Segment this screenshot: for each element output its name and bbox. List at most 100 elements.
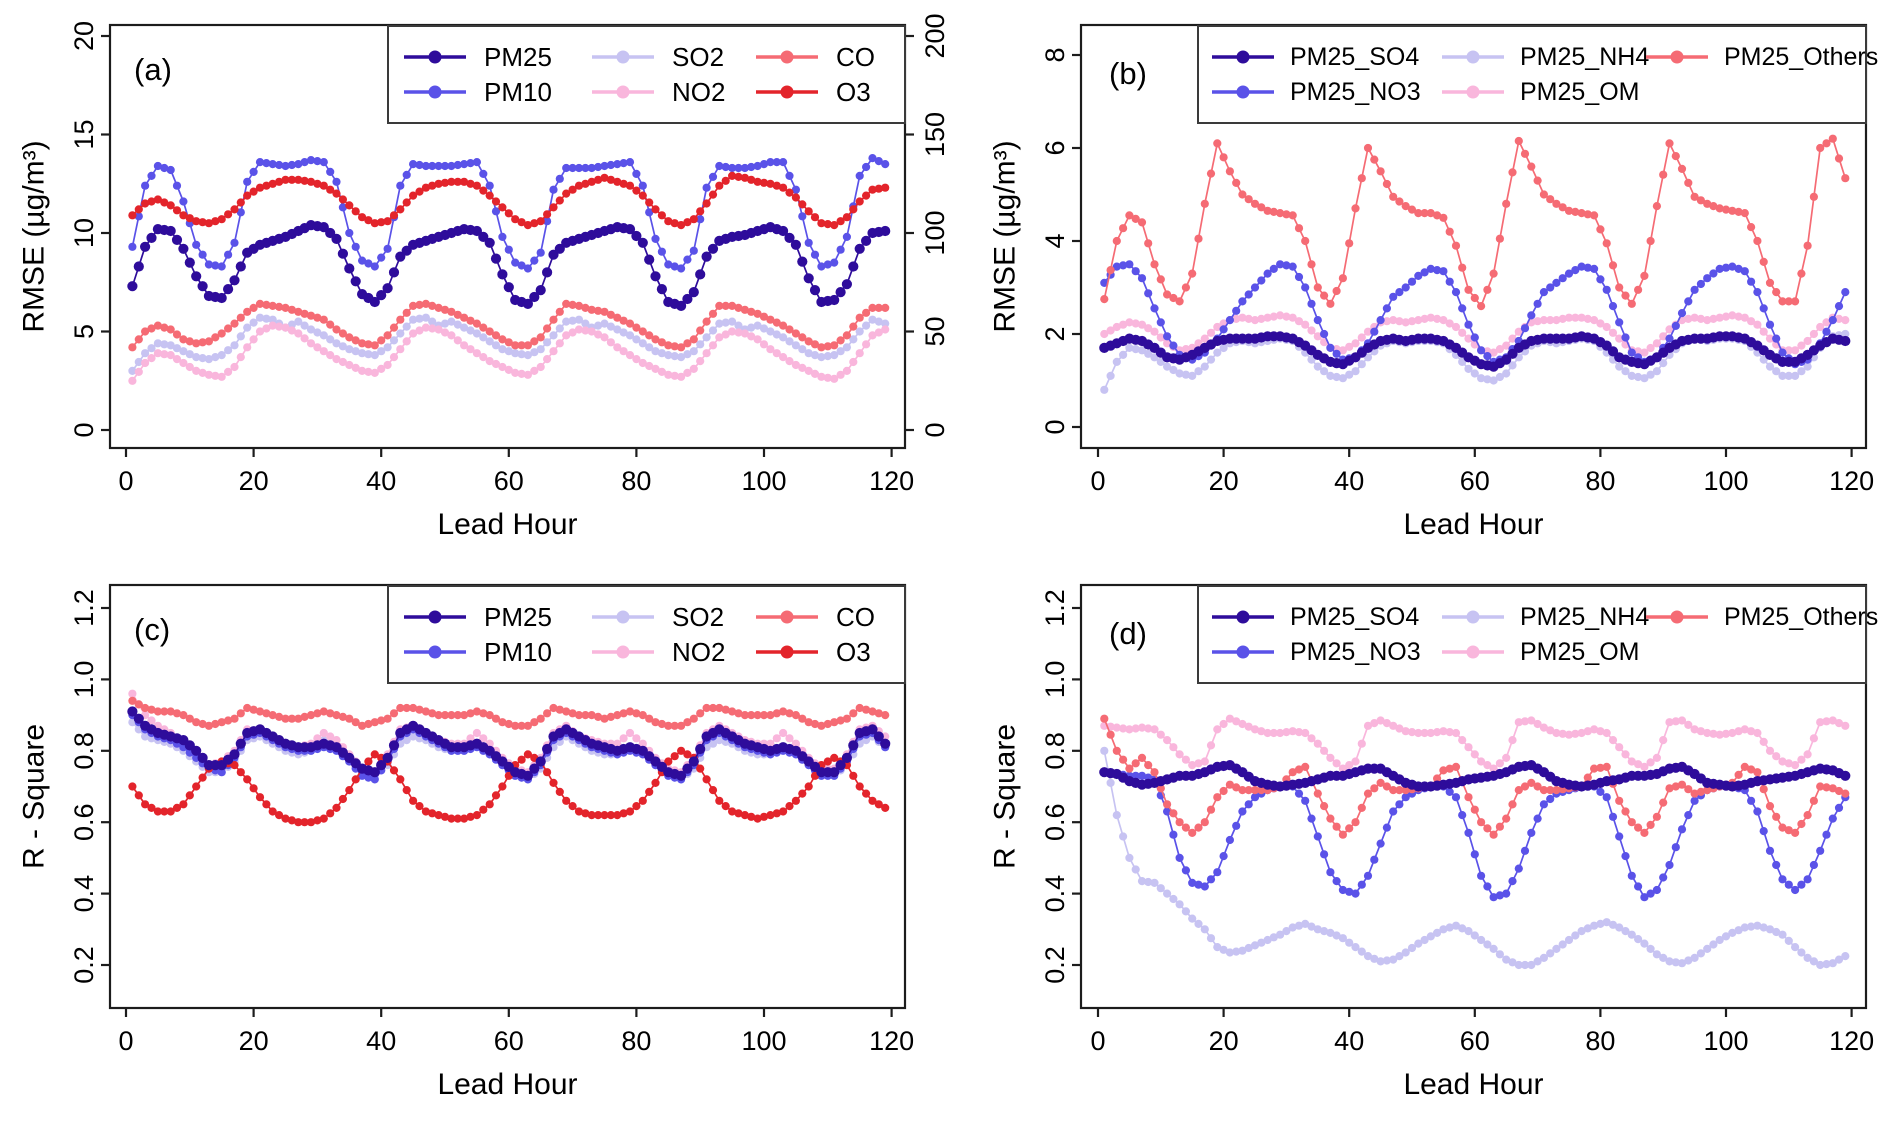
legend-marker xyxy=(1670,50,1684,64)
y-tick-label: 6 xyxy=(1040,140,1070,155)
legend-marker xyxy=(616,610,630,624)
series-PM10 xyxy=(128,154,890,273)
x-tick-label: 40 xyxy=(366,1026,396,1056)
legend: PM25_SO4 PM25_NO3 PM25_NH4 PM25_OM PM25_Othe… xyxy=(1197,585,1878,684)
series-line xyxy=(1103,137,1847,308)
legend-label: PM25_NH4 xyxy=(1520,43,1649,71)
legend-marker xyxy=(428,610,442,624)
y-tick-label: 2 xyxy=(1040,326,1070,341)
y-tick-label: 0 xyxy=(1040,419,1070,434)
x-tick-label: 20 xyxy=(1209,466,1239,496)
legend-label: NO2 xyxy=(672,77,725,107)
series-O3 xyxy=(128,746,890,827)
x-tick-label: 0 xyxy=(118,466,133,496)
series-PM25_NH4 xyxy=(1100,746,1850,970)
x-tick-label: 120 xyxy=(869,466,914,496)
legend-marker xyxy=(1466,50,1480,64)
legend-box xyxy=(387,585,906,684)
x-tick-label: 100 xyxy=(1703,1026,1748,1056)
legend-marker xyxy=(428,85,442,99)
x-tick-label: 20 xyxy=(239,1026,269,1056)
legend-label: PM25_SO4 xyxy=(1290,43,1419,71)
series-SO2 xyxy=(128,313,890,375)
y-tick-label: 0.2 xyxy=(1040,946,1070,984)
y-tick-label: 8 xyxy=(1040,47,1070,62)
x-tick-label: 60 xyxy=(1460,1026,1490,1056)
y-tick-label: 0.6 xyxy=(69,803,99,841)
x-axis-title: Lead Hour xyxy=(437,508,577,541)
x-axis-title: Lead Hour xyxy=(1403,508,1543,541)
y-tick-label: 0.2 xyxy=(69,946,99,984)
legend-marker xyxy=(780,645,794,659)
x-tick-label: 80 xyxy=(621,1026,651,1056)
y-tick-label: 1.0 xyxy=(69,661,99,699)
x-tick-label: 80 xyxy=(1585,1026,1615,1056)
panel-tag: (d) xyxy=(1109,616,1147,651)
x-tick-label: 40 xyxy=(1334,466,1364,496)
x-tick-label: 0 xyxy=(1090,1026,1105,1056)
y-tick-label: 20 xyxy=(69,21,99,51)
x-tick-label: 120 xyxy=(869,1026,914,1056)
legend: PM25 PM10 SO2 NO2 CO O3 xyxy=(387,585,906,684)
y-axis-title: RMSE (µg/m³) xyxy=(989,140,1022,332)
x-tick-label: 20 xyxy=(1209,1026,1239,1056)
panel-a-chart: 02040608010012005101520050100150200Lead … xyxy=(18,13,947,541)
series-CO xyxy=(128,696,890,730)
panel-d-chart: 0 20 40 60 80 100 120 0.2 0.4 0.6 0.8 1.0 1.2 Lead Ho… xyxy=(989,583,1878,1101)
y-tick-label: 15 xyxy=(69,119,99,149)
y-tick-label: 5 xyxy=(69,324,99,339)
legend-label: SO2 xyxy=(672,42,724,72)
legend-label: O3 xyxy=(836,77,871,107)
legend-marker xyxy=(428,645,442,659)
x-axis-title: Lead Hour xyxy=(1403,1068,1543,1101)
panel-c-chart: 0 20 40 60 80 100 120 0.2 0.4 0.6 0.8 1.0 1.2 Lead Ho… xyxy=(18,583,914,1101)
panel-a: 02040608010012005101520050100150200Lead … xyxy=(0,0,947,560)
y-axis-title: R - Square xyxy=(18,724,51,869)
legend-box xyxy=(1197,25,1867,124)
y-axis-title: RMSE (µg/m³) xyxy=(18,140,51,332)
x-axis-title: Lead Hour xyxy=(437,1068,577,1101)
series-PM25 xyxy=(127,220,891,311)
x-tick-label: 60 xyxy=(494,466,524,496)
legend-marker xyxy=(780,85,794,99)
legend-box xyxy=(1197,585,1867,684)
panel-tag: (b) xyxy=(1109,56,1147,91)
panel-c: 0 20 40 60 80 100 120 0.2 0.4 0.6 0.8 1.0 1.2 Lead Ho… xyxy=(0,560,946,1120)
legend-marker xyxy=(1670,610,1684,624)
x-tick-label: 100 xyxy=(741,466,786,496)
legend-marker xyxy=(616,50,630,64)
legend: PM25 PM10 SO2 NO2 CO O3 xyxy=(387,25,906,124)
legend-label: PM10 xyxy=(484,77,552,107)
legend-label: PM10 xyxy=(484,637,552,667)
y-tick-label: 0.8 xyxy=(1040,732,1070,770)
x-tick-label: 0 xyxy=(118,1026,133,1056)
y-tick-label: 0.4 xyxy=(1040,875,1070,913)
y-tick-right-label: 100 xyxy=(920,210,946,255)
legend-label: PM25 xyxy=(484,42,552,72)
x-tick-label: 100 xyxy=(741,1026,786,1056)
y-tick-label: 4 xyxy=(1040,233,1070,248)
legend-marker xyxy=(780,610,794,624)
legend-label: O3 xyxy=(836,637,871,667)
panel-b-chart: 0 20 40 60 80 100 120 0 2 4 6 8 Lead Hour RMSE (µg/m³… xyxy=(989,23,1878,541)
y-axis-title: R - Square xyxy=(989,724,1022,869)
x-tick-label: 0 xyxy=(1090,466,1105,496)
y-tick-label: 10 xyxy=(69,218,99,248)
axes: 0 20 40 60 80 100 120 0.2 0.4 0.6 0.8 1.0 1.2 xyxy=(1040,589,1874,1056)
y-tick-label: 0.4 xyxy=(69,875,99,913)
legend-marker xyxy=(1236,85,1250,99)
y-tick-right-label: 50 xyxy=(920,316,946,346)
series-PM25_Others xyxy=(1100,134,1850,311)
legend-marker xyxy=(1236,50,1250,64)
series-CO xyxy=(128,299,890,352)
legend-label: PM25_Others xyxy=(1724,43,1878,71)
legend-label: PM25_SO4 xyxy=(1290,603,1419,631)
legend-label: PM25_Others xyxy=(1724,603,1878,631)
panel-tag: (a) xyxy=(134,52,172,87)
y-tick-label: 1.0 xyxy=(1040,661,1070,699)
legend-label: NO2 xyxy=(672,637,725,667)
y-tick-label: 1.2 xyxy=(1040,589,1070,627)
y-tick-label: 0.6 xyxy=(1040,803,1070,841)
panel-tag: (c) xyxy=(134,612,170,647)
x-tick-label: 80 xyxy=(1585,466,1615,496)
